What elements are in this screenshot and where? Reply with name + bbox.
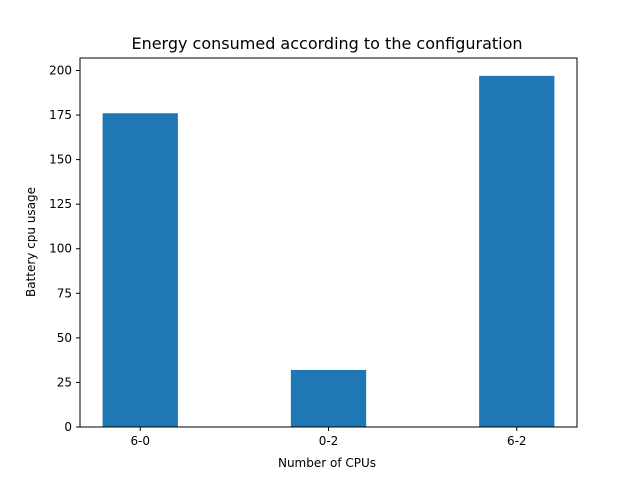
x-tick-label: 6-0 [130, 434, 150, 448]
y-tick-label: 75 [57, 286, 72, 300]
y-tick-label: 175 [49, 108, 72, 122]
x-tick-label: 0-2 [319, 434, 339, 448]
bar-0-2 [290, 369, 367, 427]
y-tick-label: 200 [49, 63, 72, 77]
y-tick-label: 0 [64, 420, 72, 434]
x-axis-label: Number of CPUs [278, 456, 376, 470]
y-tick-label: 50 [57, 331, 72, 345]
y-tick-label: 100 [49, 242, 72, 256]
plot-area: 6-0 0-2 6-2 0 25 50 75 100 125 150 175 200 [49, 57, 578, 448]
x-tick-label: 6-2 [507, 434, 527, 448]
y-tick-label: 125 [49, 197, 72, 211]
bar-6-2 [479, 75, 555, 428]
y-tick-label: 25 [57, 375, 72, 389]
y-tick-label: 150 [49, 153, 72, 167]
chart-title: Energy consumed according to the configu… [131, 34, 522, 53]
y-axis-label: Battery cpu usage [24, 187, 38, 297]
bar-6-0 [102, 113, 178, 428]
